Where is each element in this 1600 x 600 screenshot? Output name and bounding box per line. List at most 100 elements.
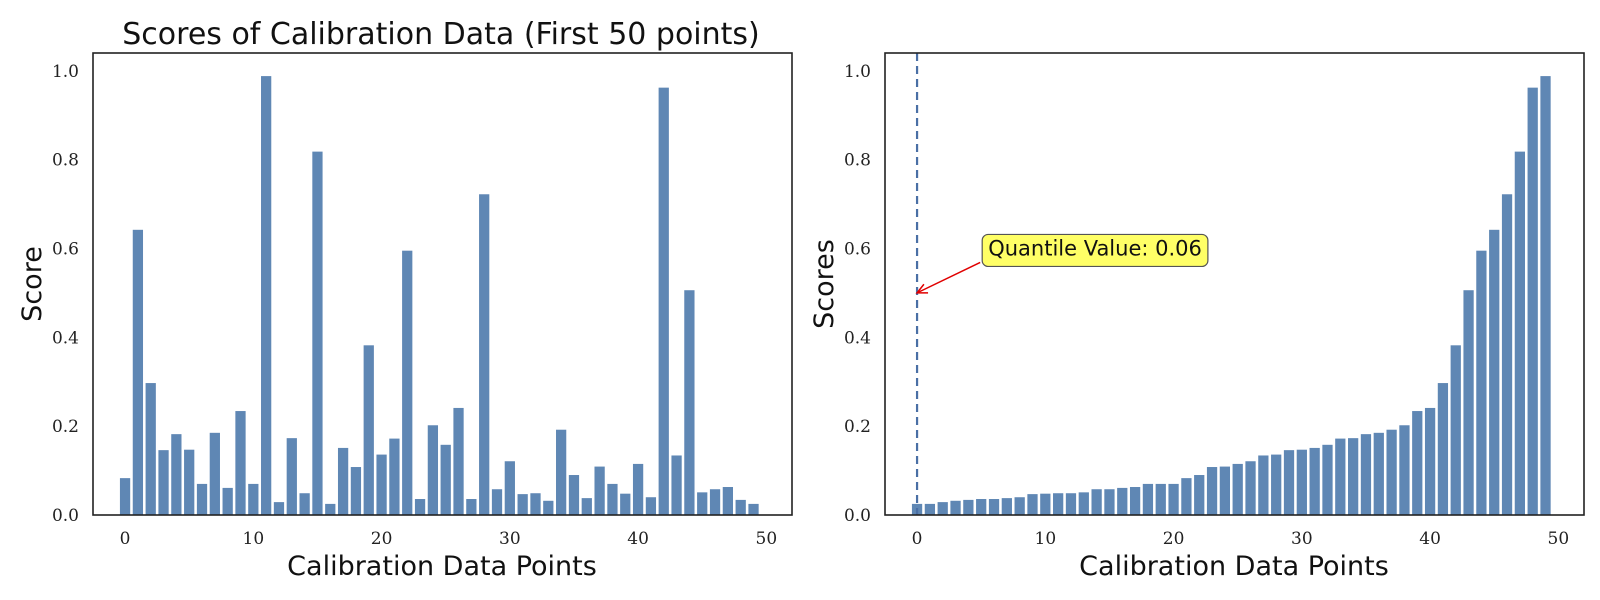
bar [1142,483,1154,515]
bar [594,466,605,515]
bar [1194,475,1205,515]
bar [209,432,220,515]
bar [988,499,1000,515]
bar [1476,250,1487,516]
right-chart: 0 10 20 30 40 50 0.0 0.2 0.4 0.6 0.8 1.0 Calibrati… [809,52,1585,582]
bar [722,487,734,515]
x-tick-label: 30 [1291,529,1313,549]
x-tick-label: 50 [1548,529,1570,549]
left-plot-frame [92,52,793,516]
bar [145,383,156,515]
bar [568,475,580,515]
annotation-box [981,233,1209,268]
bar [1245,461,1256,515]
bar [543,500,554,515]
quantile-annotation: Quantile Value: 0.06 [915,233,1209,294]
bar [1424,407,1436,515]
bar [1129,487,1141,515]
bar [235,411,246,515]
bar [1514,151,1526,515]
bar [1322,444,1333,515]
bar [1206,467,1218,515]
bar [440,444,451,515]
bar [1104,489,1115,515]
bar [158,450,169,515]
bar [453,407,464,515]
right-x-ticks: 0 10 20 30 40 50 [912,529,1570,549]
left-bars [119,76,759,516]
bar [466,499,477,515]
y-tick-label: 1.0 [844,62,871,82]
left-y-ticks: 0.0 0.2 0.4 0.6 0.8 1.0 [52,62,79,526]
bar [1527,87,1538,516]
bar [132,229,144,516]
chart-title: Scores of Calibration Data (First 50 poi… [122,17,760,52]
bar [273,502,285,515]
left-x-ticks: 0 10 20 30 40 50 [120,529,778,549]
y-tick-label: 0.6 [844,239,871,259]
bar [607,483,618,515]
bar [1412,411,1423,515]
x-tick-label: 10 [243,529,265,549]
right-y-ticks: 0.0 0.2 0.4 0.6 0.8 1.0 [844,62,871,526]
bar [1014,497,1025,515]
bar [1053,493,1064,515]
annotation-arrow-head [915,283,929,294]
bar [1373,432,1384,515]
bar [1501,194,1513,515]
bar [491,489,503,515]
bar [1155,483,1166,515]
bar [1463,290,1474,515]
bar [517,494,528,515]
bar [937,502,948,515]
bar [748,503,759,515]
bar [1065,493,1077,515]
annotation-text: Quantile Value: 0.06 [988,236,1202,260]
bar [504,461,515,515]
bar [735,499,746,515]
y-tick-label: 0.0 [844,506,871,526]
y-tick-label: 0.4 [52,328,79,348]
bar [1489,229,1500,516]
bar [1437,383,1449,515]
annotation-arrow [916,261,981,294]
x-tick-label: 0 [912,529,923,549]
y-axis-label: Scores [809,239,840,329]
y-tick-label: 0.2 [52,417,79,437]
bar [299,493,310,515]
bar [363,345,374,515]
bar [671,455,682,515]
x-tick-label: 20 [371,529,393,549]
y-tick-label: 0.8 [844,151,871,171]
bar [1296,449,1307,515]
bar [1078,492,1089,515]
bar [479,194,490,515]
bar [709,489,721,515]
bar [1001,498,1012,515]
y-tick-label: 0.8 [52,151,79,171]
x-tick-label: 40 [1419,529,1441,549]
bar [376,454,387,515]
bar [1386,429,1397,515]
bar [389,438,400,515]
x-tick-label: 40 [627,529,649,549]
x-tick-label: 20 [1163,529,1185,549]
bar [325,503,336,515]
bar [530,493,541,515]
bar [1027,494,1038,515]
right-plot-frame [884,52,1585,516]
bar [1271,454,1282,515]
x-axis-label: Calibration Data Points [287,551,597,582]
bar [337,447,349,515]
bar [1258,455,1269,515]
bar [1283,450,1295,515]
bar [1091,489,1102,515]
bar [658,87,669,516]
bar [581,498,592,515]
x-tick-label: 0 [120,529,131,549]
bar [556,429,567,515]
bar [1450,345,1461,515]
bar [184,449,195,515]
bar [427,425,439,515]
